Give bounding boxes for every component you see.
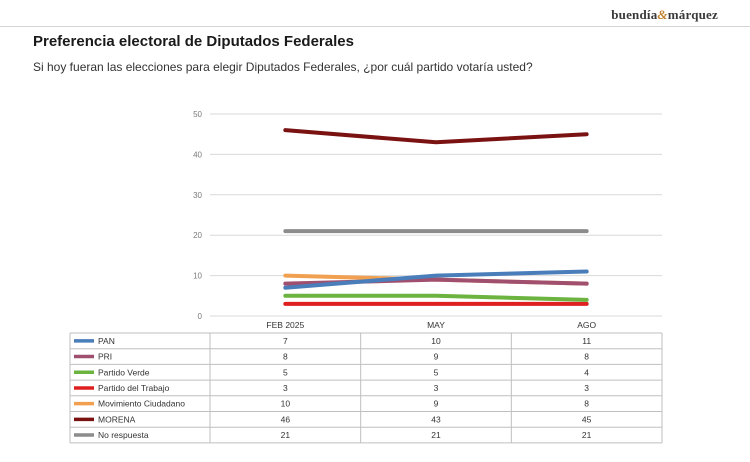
data-value-label: 10 [431,336,441,346]
page-title: Preferencia electoral de Diputados Feder… [33,33,354,50]
brand-name-right: márquez [667,7,718,22]
data-value-label: 3 [283,383,288,393]
page-subtitle: Si hoy fueran las elecciones para elegir… [33,60,533,74]
series-line [283,293,589,302]
y-tick-label: 20 [193,231,202,240]
data-value-label: 21 [431,430,441,440]
data-value-label: 9 [434,399,439,409]
x-tick-label: MAY [427,320,445,330]
data-value-label: 5 [283,367,288,377]
legend-label: PRI [98,352,112,362]
legend-label: Partido del Trabajo [98,383,170,393]
x-tick-label: FEB 2025 [266,320,304,330]
data-value-label: 8 [584,399,589,409]
data-value-label: 7 [283,336,288,346]
brand-logo: buendía&márquez [611,7,718,23]
data-value-label: 21 [582,430,592,440]
data-value-label: 21 [281,430,291,440]
legend-label: PAN [98,336,115,346]
legend-label: Movimiento Ciudadano [98,399,185,409]
data-value-label: 10 [281,399,291,409]
data-value-label: 8 [283,352,288,362]
data-value-label: 45 [582,414,592,424]
data-value-label: 11 [582,336,591,346]
series-line [283,269,589,290]
header-divider [0,26,750,27]
data-value-label: 4 [584,367,589,377]
y-tick-label: 30 [193,191,202,200]
y-tick-label: 0 [198,312,203,321]
data-value-label: 46 [281,414,291,424]
y-tick-label: 40 [193,150,202,159]
data-value-label: 3 [584,383,589,393]
y-axis-ticks: 0 10 20 30 40 50 [193,110,202,321]
y-tick-label: 50 [193,110,202,119]
legend-label: No respuesta [98,430,149,440]
y-tick-label: 10 [193,272,202,281]
x-tick-label: AGO [577,320,596,330]
chart-grid [210,113,662,317]
brand-name-left: buendía [611,7,658,22]
legend-label: Partido Verde [98,367,150,377]
data-value-label: 5 [434,367,439,377]
chart-series [283,128,589,306]
legend-label: MORENA [98,414,136,424]
data-value-label: 9 [434,352,439,362]
series-line [283,128,589,145]
data-table: FEB 2025 MAY AGO PAN 7 10 11 PRI 8 9 8 Partido Verd… [69,320,663,444]
brand-ampersand: & [657,7,668,22]
data-value-label: 3 [434,383,439,393]
data-value-label: 43 [431,414,441,424]
data-value-label: 8 [584,352,589,362]
